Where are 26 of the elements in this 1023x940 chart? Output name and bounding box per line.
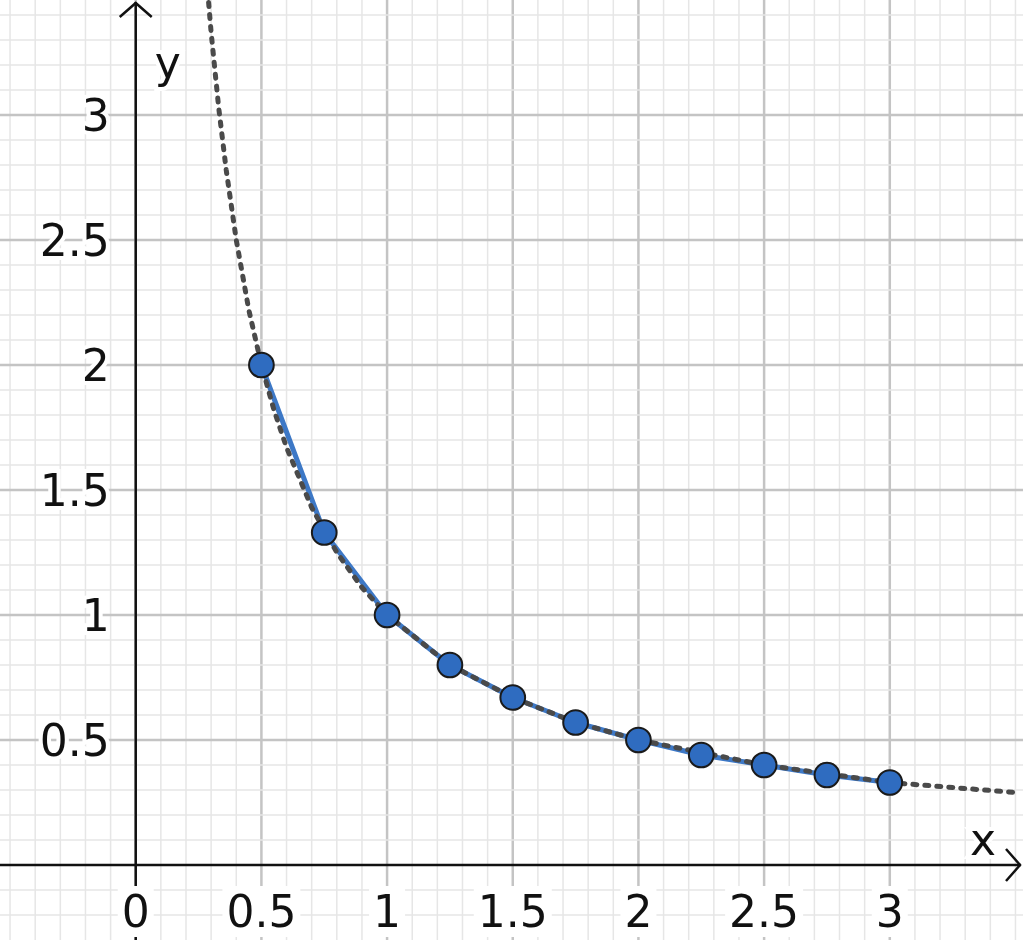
- y-tick-label: 0.5: [39, 714, 110, 766]
- x-tick-label: 2.5: [729, 886, 800, 937]
- x-tick-label: 1: [373, 886, 402, 937]
- y-tick-label: 3: [81, 89, 110, 141]
- point: [499, 684, 527, 711]
- x-axis-title: x: [969, 814, 997, 865]
- point: [373, 601, 401, 629]
- x-tick-label: 3: [875, 886, 904, 937]
- point: [750, 751, 778, 779]
- point: [436, 651, 464, 679]
- y-tick-label: 2.5: [39, 214, 110, 266]
- point: [625, 726, 652, 754]
- y-tick-label: 1.5: [39, 464, 110, 516]
- x-tick-label: 2: [624, 886, 653, 937]
- point: [687, 741, 715, 769]
- y-tick-label: 2: [81, 339, 110, 391]
- point: [813, 761, 841, 789]
- point: [248, 351, 275, 379]
- point: [310, 519, 338, 546]
- y-axis-title: y: [154, 37, 181, 88]
- y-tick-label: 1: [81, 589, 110, 641]
- x-tick-label: 0: [121, 886, 150, 937]
- x-tick-label: 1.5: [477, 886, 548, 937]
- point: [562, 709, 589, 736]
- x-tick-label: 0.5: [226, 886, 297, 937]
- point: [876, 769, 904, 796]
